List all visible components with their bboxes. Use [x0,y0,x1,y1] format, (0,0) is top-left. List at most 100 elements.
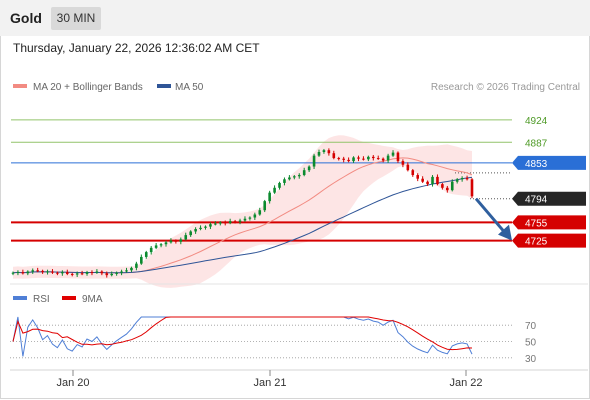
candle-body [110,273,114,276]
candle-body [46,271,49,273]
candle-body [199,227,202,230]
level-tag-bg [512,233,586,248]
candle-body [189,231,192,236]
candle-body [149,247,153,253]
forecast-arrow-shaft [474,197,506,233]
candle-body [268,192,271,202]
credit-label: Research © 2026 Trading Central [431,82,580,93]
level-tag-4794: 4794 [512,191,586,206]
candle-body [431,176,434,185]
candle-body [144,252,148,257]
candle-body [214,223,217,225]
candle-body [455,179,459,182]
candle-body [258,210,262,215]
level-tag-bg [512,191,586,206]
candle-body [179,239,183,242]
timeframe-button[interactable]: 30 MIN [51,7,101,30]
candle-body [85,272,89,274]
candle-body [16,272,20,274]
candle-body [120,271,123,273]
candle-body [130,267,133,271]
candle-body [26,271,30,274]
level-tag-label: 4853 [525,159,548,170]
candle-body [61,272,64,274]
forecast-arrow-head [498,224,512,241]
ma50-legend-swatch [157,84,171,88]
candle-body [233,221,237,223]
candle-body [184,235,188,240]
candle-body [391,152,395,156]
candle-body [164,242,168,245]
candle-body [381,158,385,161]
ma20-legend-swatch [13,84,27,88]
candle-body [470,179,474,197]
candle-body [80,273,84,275]
candle-body [204,226,207,228]
candle-body [125,270,128,272]
candle-body [174,240,178,242]
candle-body [446,187,449,191]
candle-body [248,217,252,219]
rsi-tick-label-70: 70 [525,321,537,332]
candle-body [105,273,109,276]
level-tag-label: 4794 [525,195,548,206]
candle-body [357,157,360,159]
candle-body [317,151,321,156]
candle-body [56,272,59,274]
candle-body [115,272,118,274]
candle-body [223,222,227,224]
candle-body [263,201,267,211]
ma9-legend-swatch [62,296,76,300]
rsi-legend-label: RSI [33,294,50,305]
candle-body [352,157,355,162]
rsi-tick-label-50: 50 [525,338,537,349]
candle-body [302,170,306,176]
candle-body [376,158,380,160]
candle-body [21,272,25,274]
candle-body [140,256,143,264]
bollinger-band-area [13,135,472,288]
candle-body [169,240,173,243]
candle-body [342,158,345,160]
candle-body [362,158,365,160]
candle-body [441,184,444,188]
candle-body [367,156,370,160]
level-tag-4755: 4755 [512,215,586,230]
candle-body [337,158,341,160]
x-tick-label: Jan 22 [449,377,482,389]
candle-body [273,187,276,193]
candle-body [297,175,301,177]
candle-body [283,179,286,183]
ma50-line [12,176,473,274]
candle-body [228,221,232,223]
candle-body [36,270,39,272]
level-tag-bg [512,155,586,170]
candle-body [31,270,35,272]
candle-body [209,224,212,227]
candle-body [406,164,410,171]
candle-body [426,181,429,185]
candle-body [416,175,420,179]
datetime-label: Thursday, January 22, 2026 12:36:02 AM C… [13,41,260,55]
candle-body [65,272,69,274]
candle-body [465,178,469,180]
candle-body [293,176,296,178]
candle-body [288,177,291,180]
level-label-4924: 4924 [525,116,548,127]
candle-body [278,182,281,188]
candle-body [159,244,163,246]
x-tick-label: Jan 21 [253,377,286,389]
candle-body [95,271,99,273]
candle-body [401,161,405,165]
candle-body [386,155,390,161]
level-tag-4725: 4725 [512,233,586,248]
candle-body [135,263,138,268]
candle-body [11,272,15,274]
ma9-legend-label: 9MA [82,294,103,305]
level-tag-label: 4755 [525,218,548,229]
candle-body [347,159,350,162]
level-label-4887: 4887 [525,138,548,149]
candle-body [41,270,44,273]
candle-body [238,220,242,222]
